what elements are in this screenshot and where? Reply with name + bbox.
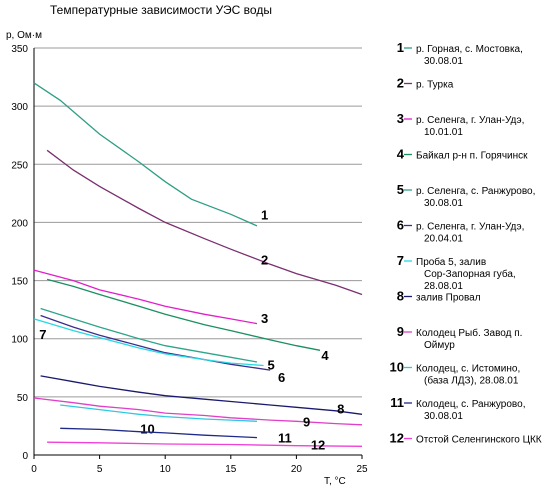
series-line-2	[46, 149, 363, 296]
series-label-8: 8	[337, 401, 344, 416]
series-label-11: 11	[278, 431, 292, 446]
legend-label-3-line2: 10.01.01	[424, 127, 463, 138]
x-tick-label-25: 25	[356, 464, 368, 475]
series-label-7: 7	[39, 327, 46, 342]
legend-label-7-line2: Сор-Запорная губа,	[424, 268, 516, 280]
legend-label-12: Отстой Селенгинского ЦКК	[416, 435, 542, 446]
series-line-10	[60, 404, 258, 422]
x-axis-label: Т, °С	[324, 476, 346, 487]
legend-number-11: 11	[390, 395, 404, 410]
legend-number-6: 6	[397, 218, 404, 233]
x-tick-label-5: 5	[97, 464, 103, 475]
legend-label-7-line3: 28.08.01	[424, 281, 463, 292]
legend-label-9: Колодец Рыб. Завод п.	[416, 327, 522, 339]
legend-label-10-line2: (база ЛДЗ), 28.08.01	[424, 375, 519, 387]
legend-label-5: р. Селенга, с. Ранжурово,	[416, 186, 535, 197]
series-label-1: 1	[261, 207, 268, 222]
legend-number-1: 1	[397, 40, 404, 55]
series-label-2: 2	[261, 253, 268, 268]
legend-number-8: 8	[397, 289, 404, 304]
chart-title: Температурные зависимости УЭС воды	[50, 3, 272, 17]
series-line-3	[33, 269, 258, 325]
series-line-5	[40, 307, 258, 363]
y-tick-label-100: 100	[11, 335, 28, 346]
y-tick-label-250: 250	[11, 160, 28, 171]
x-tick-label-20: 20	[291, 464, 303, 475]
legend-label-1: р. Горная, с. Мостовка,	[416, 44, 523, 55]
series-label-12: 12	[311, 438, 325, 453]
legend-number-5: 5	[397, 182, 404, 197]
series-line-1	[33, 82, 258, 227]
series-line-4	[46, 278, 321, 351]
series-label-6: 6	[278, 370, 285, 385]
series-label-9: 9	[303, 414, 310, 429]
legend-label-6: р. Селенга, г. Улан-Удэ,	[416, 222, 524, 233]
legend-label-4: Байкал р-н п. Горячинск	[416, 151, 528, 162]
series-label-5: 5	[268, 357, 275, 372]
legend-number-12: 12	[390, 431, 404, 446]
legend-label-3: р. Селенга, г. Улан-Удэ,	[416, 115, 524, 126]
y-axis-label: р, Ом·м	[6, 30, 42, 41]
legend-label-10: Колодец, с. Истомино,	[416, 364, 520, 375]
legend-label-9-line2: Оймур	[424, 340, 455, 351]
series-label-4: 4	[321, 348, 329, 363]
legend-number-4: 4	[397, 147, 405, 162]
legend-number-10: 10	[390, 360, 404, 375]
series-line-7	[33, 318, 264, 367]
series-label-3: 3	[261, 311, 268, 326]
y-tick-label-50: 50	[17, 393, 29, 404]
series-line-6	[40, 314, 271, 371]
series-line-12	[47, 441, 363, 447]
legend-label-6-line2: 20.04.01	[424, 234, 463, 245]
legend-label-8: залив Провал	[416, 293, 481, 304]
legend-label-11-line2: 30.08.01	[424, 411, 463, 422]
x-tick-label-15: 15	[225, 464, 237, 475]
y-tick-label-300: 300	[11, 102, 28, 113]
legend-label-11: Колодец, с. Ранжурово,	[416, 399, 525, 410]
x-tick-label-10: 10	[160, 464, 172, 475]
y-tick-label-350: 350	[11, 44, 28, 55]
x-tick-label-0: 0	[31, 464, 37, 475]
legend-number-9: 9	[397, 324, 404, 339]
legend-label-7: Проба 5, залив	[416, 256, 486, 268]
legend-label-2: р. Турка	[416, 80, 454, 91]
legend-number-2: 2	[397, 76, 404, 91]
y-tick-label-200: 200	[11, 218, 28, 229]
y-tick-label-150: 150	[11, 277, 28, 288]
legend-number-3: 3	[397, 111, 404, 126]
legend-number-7: 7	[397, 253, 404, 268]
series-line-9	[33, 397, 363, 426]
legend-label-1-line2: 30.08.01	[424, 56, 463, 67]
series-line-8	[40, 375, 363, 415]
series-line-11	[60, 427, 258, 439]
y-tick-label-0: 0	[22, 451, 28, 462]
legend-label-5-line2: 30.08.01	[424, 198, 463, 209]
series-label-10: 10	[140, 421, 154, 436]
legend: 1 р. Горная, с. Мостовка,30.08.012 р. Турк…	[390, 40, 542, 446]
